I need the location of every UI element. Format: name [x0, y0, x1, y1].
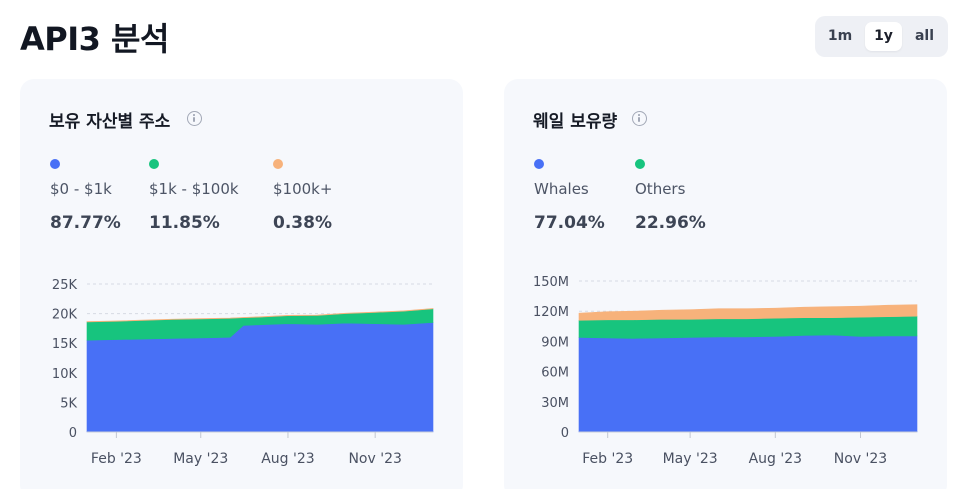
x-tick-label: Aug '23 — [261, 451, 314, 467]
area-series-2 — [86, 308, 434, 323]
legend-label: $100k+ — [273, 180, 333, 198]
legend-label: Whales — [534, 180, 589, 198]
legend-value: 22.96% — [635, 213, 706, 233]
legend-dot-blue — [534, 159, 544, 169]
y-tick-label: 20K — [52, 308, 78, 323]
legend-value: 77.04% — [534, 213, 605, 233]
legend-value: 87.77% — [50, 213, 121, 233]
x-tick-label: Aug '23 — [749, 451, 802, 467]
y-tick-label: 120M — [533, 305, 569, 320]
x-tick-label: Feb '23 — [91, 451, 142, 467]
area-series-0 — [578, 334, 918, 433]
whale-holdings-card: 0 30M 60M 90M 120M 150M Feb '23 May '23 Aug '23 N… — [504, 79, 947, 489]
range-1y-button[interactable]: 1y — [865, 22, 902, 51]
time-range-toggle: 1m 1y all — [815, 16, 948, 57]
y-tick-label: 0 — [69, 426, 77, 441]
y-tick-label: 60M — [541, 366, 569, 381]
y-tick-label: 15K — [52, 337, 78, 352]
range-1m-button[interactable]: 1m — [827, 28, 853, 44]
card-title: 웨일 보유량 — [533, 112, 618, 132]
x-tick-label: May '23 — [663, 451, 718, 467]
y-tick-label: 90M — [541, 335, 569, 350]
x-tick-label: Feb '23 — [582, 451, 633, 467]
legend-value: 0.38% — [273, 213, 332, 233]
addresses-by-holdings-chart: 0 5K 10K 15K 20K 25K Feb '23 May '23 Aug '23 Nov … — [52, 278, 434, 467]
legend-label: $1k - $100k — [149, 180, 239, 198]
legend-dot-orange — [273, 159, 283, 169]
legend-dot-blue — [50, 159, 60, 169]
legend-label: Others — [635, 180, 686, 198]
y-tick-label: 5K — [60, 396, 77, 411]
y-tick-label: 0 — [561, 426, 569, 441]
legend-value: 11.85% — [149, 213, 220, 233]
card-title: 보유 자산별 주소 — [49, 112, 171, 132]
addresses-by-holdings-card: 0 5K 10K 15K 20K 25K Feb '23 May '23 Aug '23 Nov … — [20, 79, 463, 489]
legend-dot-green — [149, 159, 159, 169]
info-icon[interactable] — [632, 111, 647, 126]
x-tick-label: Nov '23 — [348, 451, 401, 467]
area-series-2 — [578, 304, 918, 321]
x-tick-label: Nov '23 — [834, 451, 887, 467]
x-tick-label: May '23 — [173, 451, 228, 467]
page-title: API3 분석 — [20, 20, 169, 58]
y-tick-label: 30M — [541, 396, 569, 411]
legend-label: $0 - $1k — [50, 180, 112, 198]
y-tick-label: 10K — [52, 367, 78, 382]
y-tick-label: 25K — [52, 278, 78, 293]
range-all-button[interactable]: all — [914, 28, 935, 44]
whale-holdings-chart: 0 30M 60M 90M 120M 150M Feb '23 May '23 Aug '23 N… — [533, 275, 918, 467]
info-icon[interactable] — [187, 111, 202, 126]
y-tick-label: 150M — [533, 275, 569, 290]
legend-dot-green — [635, 159, 645, 169]
